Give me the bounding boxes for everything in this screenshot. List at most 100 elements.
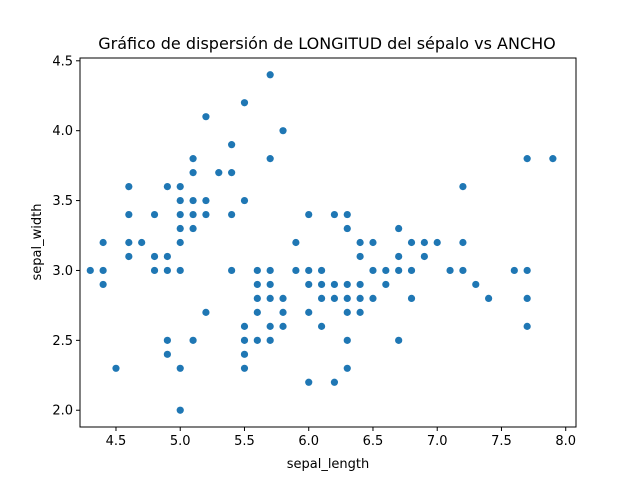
scatter-point	[420, 238, 428, 247]
scatter-point	[369, 266, 377, 275]
x-axis-label: sepal_length	[287, 457, 370, 472]
scatter-point	[523, 155, 531, 163]
scatter-point	[150, 252, 159, 261]
scatter-point	[382, 266, 390, 275]
scatter-point	[305, 210, 313, 219]
scatter-point	[356, 280, 364, 289]
scatter-point	[317, 266, 326, 275]
scatter-point	[523, 266, 531, 275]
scatter-point	[279, 294, 287, 303]
scatter-point	[189, 224, 197, 233]
scatter-point	[86, 266, 94, 275]
scatter-point	[330, 280, 339, 289]
scatter-point	[356, 294, 364, 303]
scatter-point	[459, 182, 467, 191]
scatter-point	[343, 336, 351, 344]
scatter-point	[305, 308, 313, 316]
scatter-point	[240, 364, 249, 372]
scatter-point	[176, 406, 184, 414]
scatter-point	[317, 294, 326, 303]
scatter-point	[163, 336, 171, 344]
scatter-point	[202, 113, 210, 121]
scatter-point	[343, 210, 351, 219]
scatter-point	[189, 210, 197, 219]
scatter-point	[240, 322, 249, 330]
scatter-point	[356, 238, 364, 247]
scatter-point	[305, 378, 313, 386]
scatter-point	[163, 182, 171, 191]
x-tick-label: 5.5	[234, 434, 255, 449]
scatter-point	[266, 155, 274, 163]
plot-area-frame	[79, 57, 577, 428]
scatter-point	[343, 364, 351, 372]
scatter-point	[125, 182, 133, 191]
scatter-point	[523, 294, 531, 303]
scatter-point	[125, 210, 133, 219]
scatter-point	[266, 336, 274, 344]
scatter-point	[472, 280, 480, 289]
scatter-point	[330, 294, 339, 303]
scatter-point	[228, 141, 236, 149]
scatter-point	[266, 294, 274, 303]
scatter-point	[407, 266, 416, 275]
scatter-point	[292, 266, 300, 275]
scatter-point	[369, 294, 377, 303]
scatter-point	[150, 266, 159, 275]
scatter-point	[150, 210, 159, 219]
y-tick-label: 3.0	[52, 264, 73, 279]
scatter-point	[228, 210, 236, 219]
scatter-point	[189, 196, 197, 205]
scatter-point	[202, 196, 210, 205]
scatter-point	[459, 238, 467, 247]
scatter-point	[253, 266, 261, 275]
x-tick-label: 6.5	[363, 434, 384, 449]
x-axis: 4.5 5.0 5.5 6.0 6.5 7.0 7.5 8.0	[106, 427, 576, 449]
scatter-point	[305, 280, 313, 289]
scatter-point	[305, 266, 313, 275]
scatter-point	[176, 196, 184, 205]
scatter-point	[176, 266, 184, 275]
scatter-point	[176, 364, 184, 372]
scatter-point	[176, 210, 184, 219]
scatter-point	[266, 71, 274, 79]
scatter-point	[356, 308, 364, 316]
scatter-point	[266, 266, 274, 275]
scatter-point	[202, 210, 210, 219]
scatter-point	[292, 238, 300, 247]
scatter-point	[202, 308, 210, 316]
scatter-point	[369, 238, 377, 247]
scatter-point	[240, 336, 249, 344]
scatter-point	[189, 336, 197, 344]
scatter-point	[228, 266, 236, 275]
scatter-point	[266, 322, 274, 330]
scatter-point	[343, 280, 351, 289]
scatter-point	[99, 238, 107, 247]
scatter-point	[446, 266, 454, 275]
chart-title: Gráfico de dispersión de LONGITUD del sé…	[98, 34, 556, 53]
scatter-point	[420, 252, 428, 261]
x-tick-label: 6.0	[298, 434, 319, 449]
scatter-point	[240, 350, 249, 358]
scatter-point	[253, 308, 261, 316]
scatter-point	[112, 364, 120, 372]
scatter-point	[459, 266, 467, 275]
scatter-point	[407, 238, 416, 247]
scatter-point	[485, 294, 493, 303]
scatter-point	[176, 238, 184, 247]
scatter-point	[125, 252, 133, 261]
y-tick-label: 4.0	[52, 124, 73, 139]
points-layer	[86, 71, 557, 414]
scatter-point	[125, 238, 133, 247]
scatter-point	[395, 266, 403, 275]
scatter-point	[279, 308, 287, 316]
scatter-point	[189, 169, 197, 177]
scatter-point	[163, 252, 171, 261]
scatter-point	[240, 99, 249, 107]
scatter-point	[228, 169, 236, 177]
scatter-point	[253, 294, 261, 303]
scatter-point	[343, 294, 351, 303]
scatter-point	[163, 266, 171, 275]
scatter-point	[395, 224, 403, 233]
x-tick-label: 5.0	[170, 434, 191, 449]
